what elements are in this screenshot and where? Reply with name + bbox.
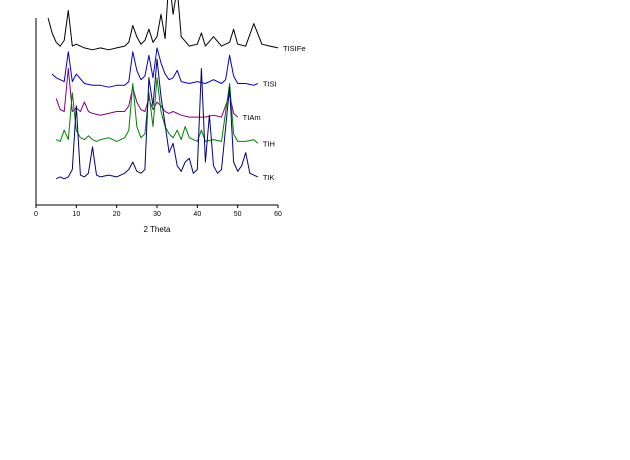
x-tick-label: 0 [34,211,38,218]
labels-layer: TISIFe TISI TIAm TIH TIK [243,44,306,182]
series-label-tik: TIK [263,173,275,182]
series-label-tisife: TISIFe [283,44,306,53]
series-line-tiam [55,68,239,118]
series-label-tih: TIH [263,139,275,148]
series-line-tih [55,77,259,144]
x-tick-label: 60 [274,211,282,218]
series-line-tik [55,58,259,180]
series-label-tiam: TIAm [243,113,261,122]
series-line-tisife [47,0,279,51]
x-axis-title: 2 Theta [144,225,172,234]
x-tick-label: 10 [72,211,80,218]
x-tick-label: 40 [193,211,201,218]
series-line-tisi [51,47,259,88]
x-tick-label: 50 [234,211,242,218]
x-tick-label: 20 [113,211,121,218]
series-label-tisi: TISI [263,79,277,88]
series-layer [47,0,279,180]
ticks-layer: 0 10 20 30 40 50 60 [34,205,282,218]
x-tick-label: 30 [153,211,161,218]
